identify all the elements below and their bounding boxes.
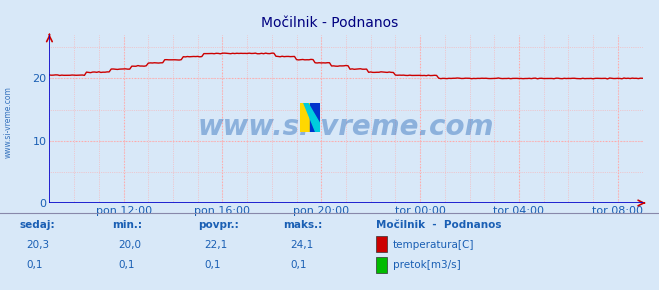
Text: www.si-vreme.com: www.si-vreme.com	[3, 86, 13, 158]
Text: 22,1: 22,1	[204, 240, 227, 250]
Text: temperatura[C]: temperatura[C]	[393, 240, 474, 250]
Text: maks.:: maks.:	[283, 220, 323, 230]
Text: 20,3: 20,3	[26, 240, 49, 250]
Text: povpr.:: povpr.:	[198, 220, 239, 230]
Text: min.:: min.:	[112, 220, 142, 230]
Text: Močilnik  -  Podnanos: Močilnik - Podnanos	[376, 220, 501, 230]
Text: 0,1: 0,1	[204, 260, 221, 270]
Text: 20,0: 20,0	[119, 240, 142, 250]
Bar	[300, 103, 310, 132]
Text: pretok[m3/s]: pretok[m3/s]	[393, 260, 461, 270]
Text: 0,1: 0,1	[290, 260, 306, 270]
Polygon shape	[304, 103, 320, 132]
Text: 0,1: 0,1	[119, 260, 135, 270]
Text: www.si-vreme.com: www.si-vreme.com	[198, 113, 494, 141]
Text: 24,1: 24,1	[290, 240, 313, 250]
Text: 0,1: 0,1	[26, 260, 43, 270]
Text: sedaj:: sedaj:	[20, 220, 55, 230]
Bar	[310, 103, 320, 132]
Text: Močilnik - Podnanos: Močilnik - Podnanos	[261, 16, 398, 30]
